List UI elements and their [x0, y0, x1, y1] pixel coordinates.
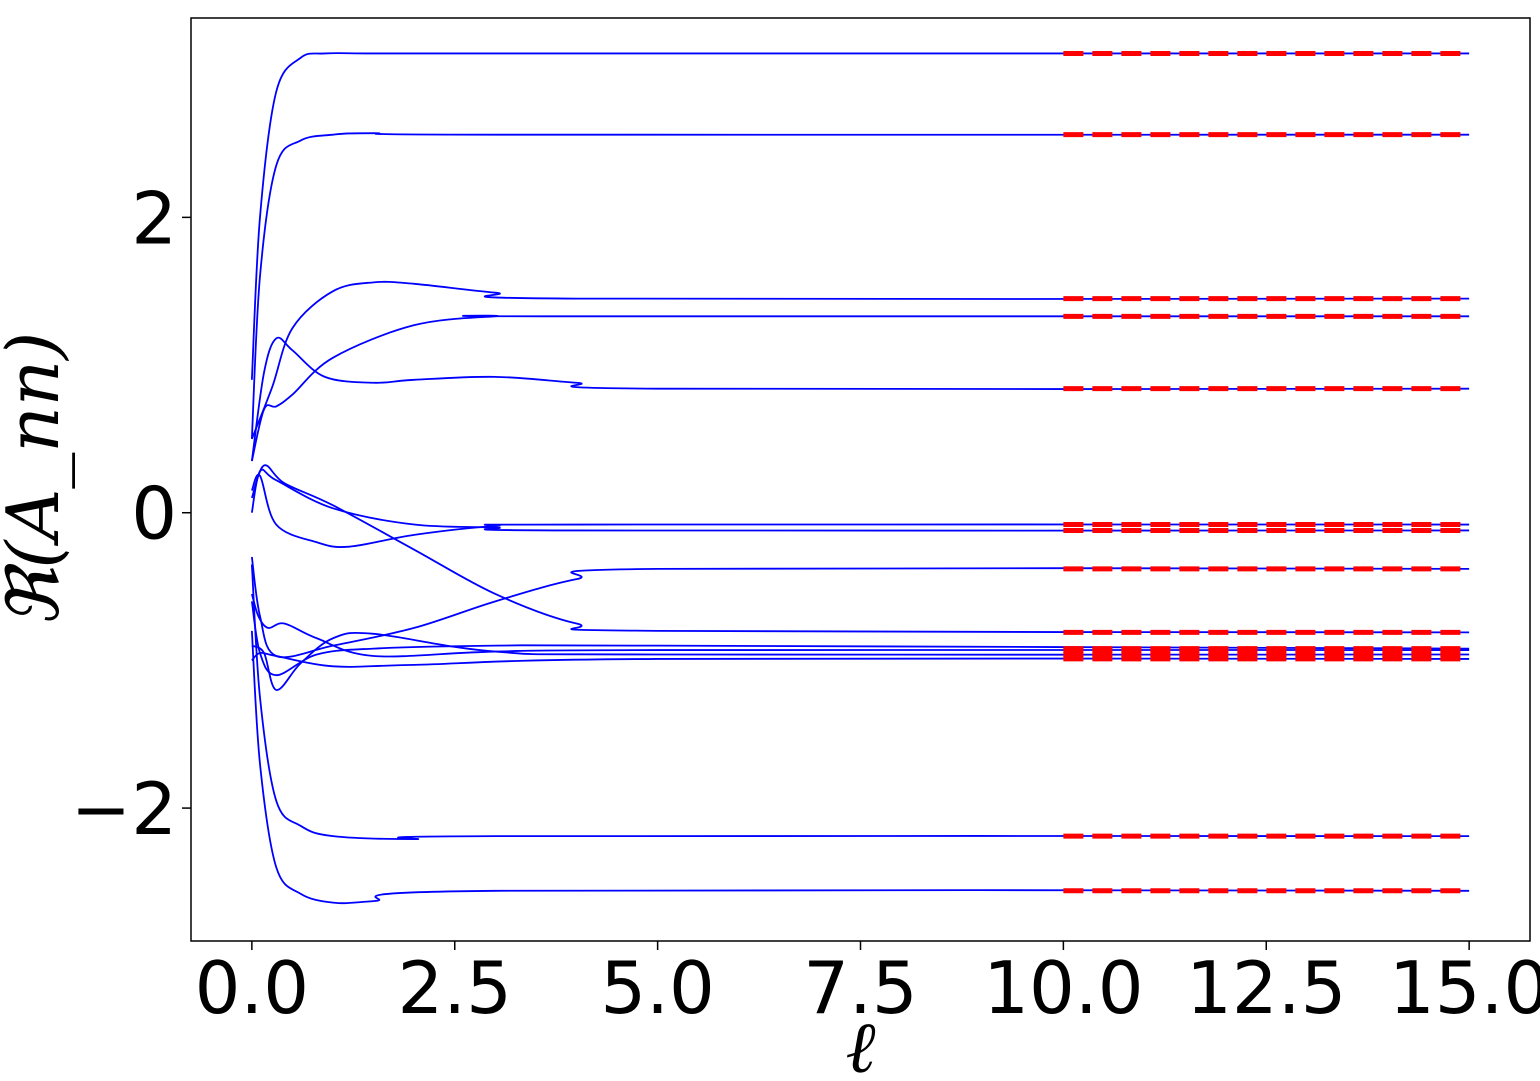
flow-lines [250, 52, 1470, 905]
x-axis-ticks: 0.0 2.5 5.0 7.5 10.0 12.5 15.0 [195, 941, 1540, 1030]
x-tick-label-5: 10.0 [983, 946, 1143, 1030]
x-tick-label-7: 15.0 [1389, 946, 1540, 1030]
x-tick-label-2: 2.5 [397, 946, 512, 1030]
flow-line-4 [250, 314, 1470, 462]
flow-line-5 [250, 336, 1470, 462]
y-axis-label: ℜ(A_nn) [0, 332, 75, 628]
flow-line-14 [250, 564, 1470, 841]
x-tick-label-1: 0.0 [195, 946, 310, 1030]
flow-line-2 [250, 132, 1470, 439]
x-tick-label-3: 5.0 [600, 946, 715, 1030]
y-tick-label-1: −2 [71, 767, 177, 851]
x-tick-label-6: 12.5 [1186, 946, 1346, 1030]
flow-line-6 [250, 468, 1470, 532]
flow-line-7 [251, 473, 1470, 548]
y-axis-ticks: −2 0 2 [71, 176, 191, 851]
flow-line-15 [250, 630, 1470, 905]
flow-line-3 [251, 280, 1470, 440]
flow-line-11 [250, 593, 1470, 658]
x-tick-label-4: 7.5 [803, 946, 918, 1030]
y-tick-label-2: 0 [131, 472, 177, 556]
x-axis-label: ℓ [846, 1005, 876, 1081]
y-tick-label-3: 2 [131, 176, 177, 260]
flow-line-1 [250, 52, 1470, 380]
flow-line-12 [251, 631, 1470, 691]
flow-line-9 [251, 464, 1470, 634]
flow-line-13 [251, 651, 1470, 668]
asymptote-lines [1063, 50, 1470, 894]
flow-line-10 [250, 601, 1470, 677]
